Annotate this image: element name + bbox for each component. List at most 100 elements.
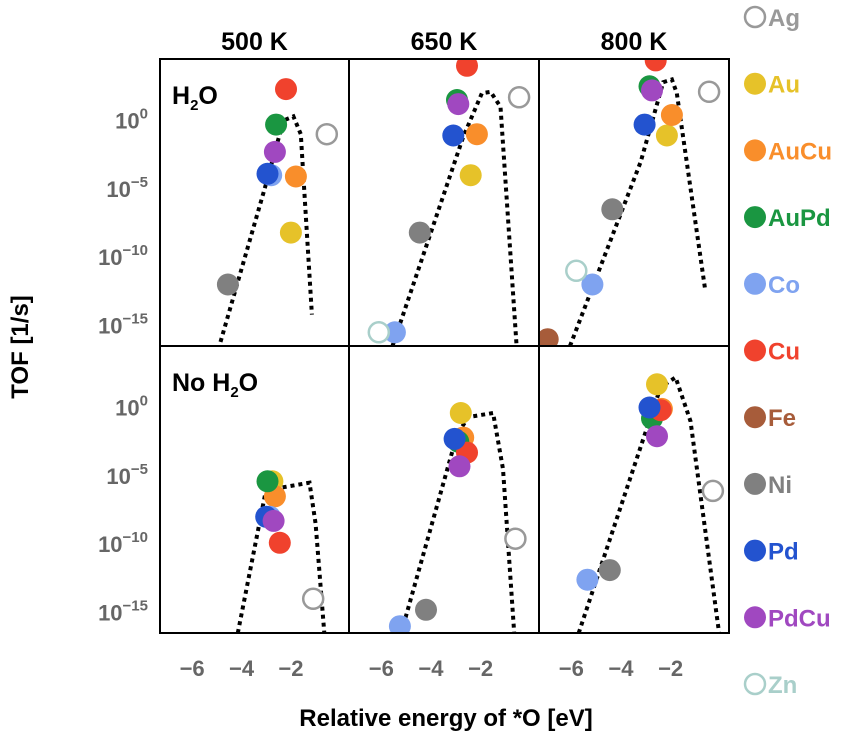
data-point-pd bbox=[256, 162, 279, 185]
data-point-ag bbox=[301, 587, 325, 611]
data-point-aucu bbox=[660, 104, 683, 126]
data-point-cu bbox=[456, 59, 478, 77]
data-point-ni bbox=[216, 273, 239, 296]
legend-label: Ni bbox=[768, 472, 792, 499]
legend-marker bbox=[743, 672, 767, 696]
legend-label: Cu bbox=[768, 339, 800, 366]
column-titles: 500 K 650 K 800 K bbox=[221, 28, 667, 56]
data-point-pd bbox=[633, 113, 656, 136]
legend-label: Zn bbox=[768, 672, 797, 699]
legend-marker bbox=[743, 5, 767, 29]
legend-label: AuPd bbox=[768, 205, 831, 232]
x-tick-label: −4 bbox=[608, 656, 634, 681]
legend-marker bbox=[744, 472, 766, 495]
data-point-pdcu bbox=[448, 455, 471, 478]
legend-item: Ag bbox=[743, 5, 800, 32]
data-point-pd bbox=[443, 427, 466, 450]
legend-item: Fe bbox=[744, 405, 796, 432]
legend-item: Ni bbox=[744, 472, 792, 499]
data-point-co bbox=[576, 568, 599, 591]
data-point-ni bbox=[601, 198, 624, 221]
data-point-zn bbox=[565, 259, 588, 283]
x-tick-label: −6 bbox=[369, 656, 394, 681]
column-title: 500 K bbox=[221, 28, 288, 56]
data-point-ni bbox=[598, 559, 621, 582]
legend-label: Au bbox=[768, 72, 800, 99]
legend-label: Pd bbox=[768, 539, 799, 566]
data-point-pd bbox=[638, 396, 661, 419]
data-point-ni bbox=[415, 598, 437, 621]
data-point-au bbox=[279, 221, 302, 244]
legend-marker bbox=[744, 539, 766, 562]
y-axis-label: TOF [1/s] bbox=[7, 295, 34, 399]
y-tick-label: 10−15 bbox=[98, 311, 148, 339]
y-tick-label: 10−10 bbox=[98, 242, 148, 270]
legend-item: Zn bbox=[743, 672, 797, 699]
legend-item: AuCu bbox=[744, 138, 832, 165]
data-point-pdcu bbox=[447, 93, 470, 116]
y-tick-label: 10−10 bbox=[98, 529, 148, 557]
legend-item: Au bbox=[744, 72, 800, 99]
legend-item: Co bbox=[744, 272, 800, 299]
volcano-fit-curve bbox=[390, 89, 519, 346]
data-point-au bbox=[646, 373, 668, 396]
panel-frame bbox=[348, 345, 540, 634]
legend-label: Co bbox=[768, 272, 800, 299]
data-point-aucu bbox=[465, 123, 488, 146]
panel bbox=[388, 402, 527, 633]
data-point-zn bbox=[367, 321, 391, 344]
panel bbox=[235, 470, 327, 633]
row-label: No H2O bbox=[172, 369, 258, 401]
data-point-au bbox=[459, 164, 482, 187]
data-point-cu bbox=[644, 59, 667, 72]
x-tick-label: −4 bbox=[418, 656, 444, 681]
data-point-pdcu bbox=[646, 425, 668, 448]
legend-label: PdCu bbox=[768, 605, 831, 632]
legend-item: PdCu bbox=[744, 605, 831, 632]
volcano-fit-curve bbox=[399, 410, 517, 633]
legend-marker bbox=[744, 72, 766, 95]
legend-label: AuCu bbox=[768, 138, 832, 165]
legend: Ag Au AuCu AuPd Co Cu Fe Ni Pd PdCu Zn bbox=[743, 5, 832, 699]
data-point-ag bbox=[697, 80, 721, 104]
y-tick-labels: 100 10−5 10−10 10−15 100 10−5 10−10 10−15 bbox=[98, 106, 148, 626]
data-point-pd bbox=[442, 124, 465, 147]
data-point-ag bbox=[315, 122, 339, 146]
panel-plot-area bbox=[388, 402, 527, 633]
data-point-aupd bbox=[256, 470, 279, 493]
panel-frame bbox=[538, 345, 730, 634]
legend-label: Ag bbox=[768, 5, 800, 32]
volcano-fit-curve bbox=[568, 77, 708, 346]
volcano-fit-curve bbox=[576, 374, 722, 633]
panels: H2O No H2O bbox=[159, 58, 730, 634]
legend-marker bbox=[744, 272, 766, 295]
x-tick-label: −6 bbox=[559, 656, 584, 681]
y-tick-label: 100 bbox=[115, 393, 148, 421]
legend-item: Cu bbox=[744, 339, 800, 366]
data-point-co bbox=[388, 615, 411, 633]
volcano-fit-curve bbox=[235, 480, 327, 633]
y-tick-label: 100 bbox=[115, 106, 148, 134]
legend-marker bbox=[744, 406, 766, 429]
panel-frame bbox=[538, 58, 730, 347]
panel-plot-area bbox=[235, 470, 327, 633]
x-tick-label: −4 bbox=[229, 656, 255, 681]
column-title: 800 K bbox=[601, 28, 668, 56]
data-point-cu bbox=[268, 531, 291, 554]
column-title: 650 K bbox=[411, 28, 478, 56]
data-point-ag bbox=[701, 479, 725, 503]
x-tick-label: −6 bbox=[180, 656, 205, 681]
panel bbox=[367, 59, 531, 346]
y-tick-label: 10−5 bbox=[106, 461, 148, 489]
data-point-fe bbox=[539, 328, 559, 346]
legend-item: AuPd bbox=[744, 205, 831, 232]
x-tick-labels: −6 −4 −2 −6 −4 −2 −6 −4 −2 bbox=[180, 656, 684, 681]
data-point-aupd bbox=[265, 113, 288, 136]
data-point-pdcu bbox=[263, 140, 286, 163]
volcano-fit-curve bbox=[218, 113, 314, 343]
data-point-ag bbox=[507, 86, 531, 109]
y-tick-label: 10−5 bbox=[106, 174, 148, 202]
panel bbox=[539, 59, 721, 346]
legend-item: Pd bbox=[744, 539, 799, 566]
legend-marker bbox=[744, 139, 766, 162]
